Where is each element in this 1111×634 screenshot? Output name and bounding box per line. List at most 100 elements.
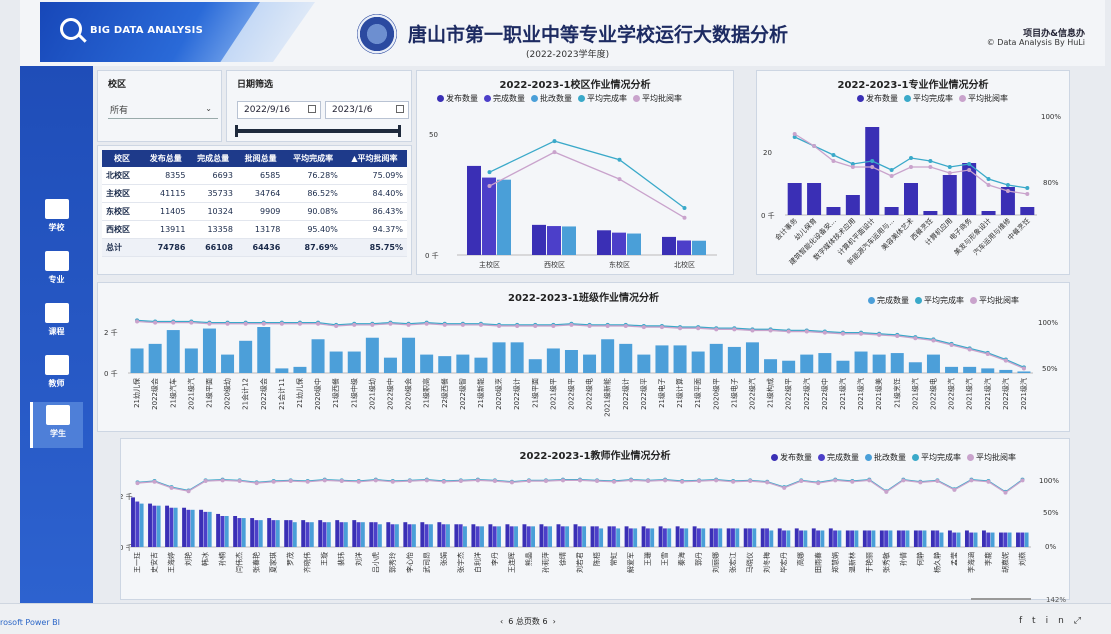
nav-course[interactable]: 课程 xyxy=(30,300,83,346)
next-page-icon[interactable]: › xyxy=(552,617,556,626)
avg-review-point xyxy=(458,479,463,484)
bar xyxy=(497,179,511,255)
avg-review-point xyxy=(901,478,906,483)
legend-item[interactable]: 平均完成率 xyxy=(912,452,961,463)
avg-review-point xyxy=(388,321,393,326)
legend-dot-icon xyxy=(904,95,911,102)
bar xyxy=(237,518,242,547)
date-end-value: 2023/1/6 xyxy=(332,105,373,115)
y-tick-label: 2 千 xyxy=(104,328,118,337)
fullscreen-icon[interactable]: ⤢ xyxy=(1073,616,1091,626)
x-tick-label: 常虹 xyxy=(609,552,618,566)
legend-item[interactable]: 批改数量 xyxy=(865,452,906,463)
x-tick-label: 刘艳 xyxy=(184,552,193,566)
bar xyxy=(787,183,802,215)
zoom-slider[interactable] xyxy=(971,598,1031,600)
table-row[interactable]: 东校区 11405 10324 9909 90.08% 86.43% xyxy=(102,202,407,221)
bar xyxy=(339,522,344,547)
legend-dot-icon xyxy=(857,95,864,102)
linkedin-icon[interactable]: in xyxy=(1045,616,1074,626)
avg-review-point xyxy=(207,321,212,326)
bar xyxy=(854,351,868,373)
bar xyxy=(896,530,901,547)
avg-review-point xyxy=(641,325,646,330)
avg-review-point xyxy=(629,478,634,483)
avg-review-point xyxy=(153,320,158,325)
facebook-icon[interactable]: f xyxy=(1019,616,1033,626)
x-tick-label: 田雨春 xyxy=(813,552,822,573)
col-publish[interactable]: 发布总量 xyxy=(141,150,190,167)
bar xyxy=(743,528,748,547)
col-campus[interactable]: 校区 xyxy=(102,150,142,167)
legend-item[interactable]: 完成数量 xyxy=(868,295,909,306)
avg-complete-point xyxy=(986,177,991,181)
legend-item[interactable]: 完成数量 xyxy=(484,93,525,104)
avg-review-point xyxy=(424,478,429,483)
nav-student-label: 学生 xyxy=(50,429,66,438)
bar xyxy=(999,369,1013,373)
legend-item[interactable]: 发布数量 xyxy=(857,93,898,104)
legend-item[interactable]: 平均完成率 xyxy=(915,295,964,306)
nav-student[interactable]: 学生 xyxy=(30,402,83,448)
table-row[interactable]: 西校区 13911 13358 13178 95.40% 94.37% xyxy=(102,220,407,239)
avg-review-point xyxy=(288,479,293,484)
table-cell: 6693 xyxy=(189,167,237,185)
x-tick-label: 2021级汽 xyxy=(965,378,974,410)
avg-complete-point xyxy=(831,153,836,157)
legend-item[interactable]: 完成数量 xyxy=(818,452,859,463)
bar xyxy=(329,351,343,373)
table-total-row[interactable]: 总计 74786 66108 64436 87.69% 85.75% xyxy=(102,238,407,257)
twitter-icon[interactable]: t xyxy=(1032,616,1046,626)
bar xyxy=(173,507,178,547)
table-row[interactable]: 主校区 41115 35733 34764 86.52% 84.40% xyxy=(102,184,407,203)
avg-review-point xyxy=(243,321,248,326)
col-complete[interactable]: 完成总量 xyxy=(189,150,237,167)
bar xyxy=(692,526,697,547)
nav-teacher[interactable]: 教师 xyxy=(30,352,83,398)
legend-item[interactable]: 批改数量 xyxy=(531,93,572,104)
campus-select[interactable]: 所有 ⌄ xyxy=(108,101,218,119)
col-avg-complete[interactable]: 平均完成率 xyxy=(284,150,342,167)
bar xyxy=(564,350,578,373)
legend-item[interactable]: 发布数量 xyxy=(437,93,478,104)
y-tick-label-right: 0% xyxy=(1045,543,1056,551)
legend-item[interactable]: 平均完成率 xyxy=(578,93,627,104)
bar xyxy=(288,520,293,547)
x-tick-label: 2021级美 xyxy=(874,378,883,410)
y-tick-label-right: 50% xyxy=(1042,365,1058,373)
legend-item[interactable]: 平均完成率 xyxy=(904,93,953,104)
bar xyxy=(913,530,918,547)
nav-major[interactable]: 专业 xyxy=(30,248,83,294)
avg-review-point xyxy=(406,322,411,327)
bar xyxy=(1024,532,1029,547)
bar xyxy=(645,528,650,547)
legend-item[interactable]: 平均批阅率 xyxy=(967,452,1016,463)
bar xyxy=(284,520,289,547)
legend-item[interactable]: 平均批阅率 xyxy=(970,295,1019,306)
date-range-slider[interactable] xyxy=(235,125,401,137)
x-tick-label: 2021级汽 xyxy=(1019,378,1028,410)
x-tick-label: 王珊 xyxy=(644,552,652,566)
prev-page-icon[interactable]: ‹ xyxy=(500,617,504,626)
x-tick-label: 2022级电 xyxy=(928,378,937,410)
date-start-input[interactable]: 2022/9/16 xyxy=(237,101,321,119)
x-tick-label: 21会计11 xyxy=(277,378,286,410)
legend-item[interactable]: 平均批阅率 xyxy=(959,93,1008,104)
col-review[interactable]: 批阅总量 xyxy=(236,150,285,167)
legend-item[interactable]: 发布数量 xyxy=(771,452,812,463)
powerbi-link[interactable]: rosoft Power BI xyxy=(0,618,61,627)
bar xyxy=(890,353,904,373)
bar xyxy=(165,505,169,547)
bar xyxy=(745,342,759,373)
date-end-input[interactable]: 2023/1/6 xyxy=(325,101,409,119)
summary-table: 校区 发布总量 完成总量 批阅总量 平均完成率 ▲平均批阅率 北校区 8355 66… xyxy=(102,150,407,257)
table-row[interactable]: 北校区 8355 6693 6585 76.28% 75.09% xyxy=(102,167,407,185)
bar xyxy=(667,528,672,547)
avg-review-point xyxy=(578,478,582,483)
x-tick-label: 史安吉 xyxy=(150,552,159,573)
avg-complete-point xyxy=(682,206,687,211)
nav-school[interactable]: 学校 xyxy=(30,196,83,242)
legend-item[interactable]: 平均批阅率 xyxy=(633,93,682,104)
col-avg-review[interactable]: ▲平均批阅率 xyxy=(341,150,407,167)
